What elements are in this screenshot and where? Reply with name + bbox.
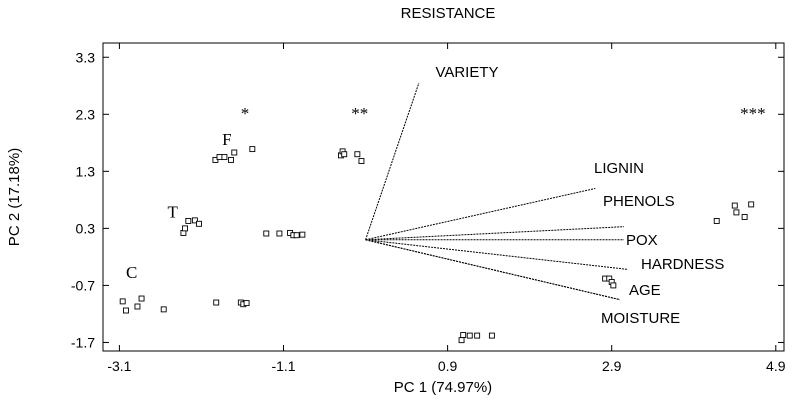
y-tick-label: -0.7 bbox=[71, 277, 95, 293]
vector-phenols bbox=[365, 226, 625, 241]
score-point bbox=[341, 151, 348, 158]
group-label: C bbox=[126, 263, 137, 282]
score-point bbox=[182, 225, 188, 232]
score-point bbox=[733, 209, 740, 216]
x-axis: -3.1 -1.1 0.9 2.9 4.9 bbox=[107, 43, 786, 374]
y-tick-label: 0.3 bbox=[76, 220, 96, 236]
group-label: T bbox=[168, 202, 179, 221]
vector-moisture bbox=[365, 239, 621, 301]
x-tick-label: 2.9 bbox=[602, 358, 622, 374]
significance-label: * bbox=[241, 104, 250, 123]
group-label: F bbox=[222, 130, 231, 149]
significance-label: ** bbox=[351, 104, 368, 123]
score-point bbox=[354, 151, 361, 158]
score-point bbox=[299, 231, 306, 238]
score-point bbox=[243, 300, 250, 307]
y-axis: -1.7 -0.7 0.3 1.3 2.3 3.3 bbox=[71, 49, 784, 350]
score-point bbox=[748, 201, 755, 208]
vector-label-age: AGE bbox=[629, 282, 661, 299]
plot-frame bbox=[102, 42, 785, 352]
score-point bbox=[134, 303, 141, 310]
score-points bbox=[119, 146, 755, 344]
vector-hardness bbox=[365, 239, 629, 270]
y-tick-label: 3.3 bbox=[76, 49, 96, 65]
score-point bbox=[460, 332, 467, 338]
score-point bbox=[731, 202, 738, 209]
vector-label-variety: VARIETY bbox=[435, 64, 498, 81]
score-point bbox=[293, 232, 300, 239]
vector-label-pox: POX bbox=[626, 232, 658, 249]
chart-title: RESISTANCE bbox=[401, 5, 496, 22]
score-point bbox=[221, 154, 228, 161]
vector-lignin bbox=[365, 187, 596, 241]
score-point bbox=[358, 158, 365, 165]
score-point bbox=[196, 220, 202, 227]
score-point bbox=[488, 332, 495, 339]
score-point bbox=[138, 295, 145, 302]
x-tick-label: 4.9 bbox=[766, 358, 786, 374]
score-point bbox=[249, 146, 256, 153]
score-point bbox=[276, 230, 283, 237]
score-point bbox=[119, 298, 126, 305]
score-point bbox=[185, 218, 192, 224]
x-tick-label: 0.9 bbox=[438, 358, 458, 374]
score-point bbox=[741, 214, 748, 220]
score-point bbox=[610, 282, 617, 289]
score-point bbox=[213, 299, 220, 306]
vector-variety bbox=[365, 82, 420, 240]
y-tick-label: 2.3 bbox=[76, 106, 96, 122]
significance-label: *** bbox=[740, 104, 766, 123]
y-tick-label: 1.3 bbox=[76, 163, 96, 179]
score-point bbox=[231, 149, 238, 156]
y-axis-label: PC 2 (17.18%) bbox=[6, 148, 23, 246]
score-point bbox=[466, 332, 473, 339]
score-point bbox=[474, 332, 481, 339]
x-axis-label: PC 1 (74.97%) bbox=[394, 379, 492, 396]
group-annotations: * ** ***FTC bbox=[126, 104, 766, 282]
loading-vectors: VARIETY LIGNIN PHENOLS POX HARDNESS AGE MOISTU… bbox=[365, 64, 724, 327]
score-point bbox=[228, 156, 234, 163]
score-point bbox=[458, 337, 465, 344]
vector-label-phenols: PHENOLS bbox=[603, 193, 675, 210]
score-point bbox=[263, 230, 270, 237]
vector-label-lignin: LIGNIN bbox=[594, 160, 644, 177]
x-tick-label: -1.1 bbox=[271, 358, 295, 374]
score-point bbox=[123, 307, 129, 314]
vector-label-moisture: MOISTURE bbox=[601, 310, 680, 327]
score-point bbox=[216, 154, 223, 161]
score-point bbox=[713, 218, 720, 224]
y-tick-label: -1.7 bbox=[71, 334, 95, 350]
vector-label-hardness: HARDNESS bbox=[641, 256, 724, 273]
score-point bbox=[160, 306, 167, 313]
x-tick-label: -3.1 bbox=[107, 358, 131, 374]
score-point bbox=[191, 217, 198, 224]
